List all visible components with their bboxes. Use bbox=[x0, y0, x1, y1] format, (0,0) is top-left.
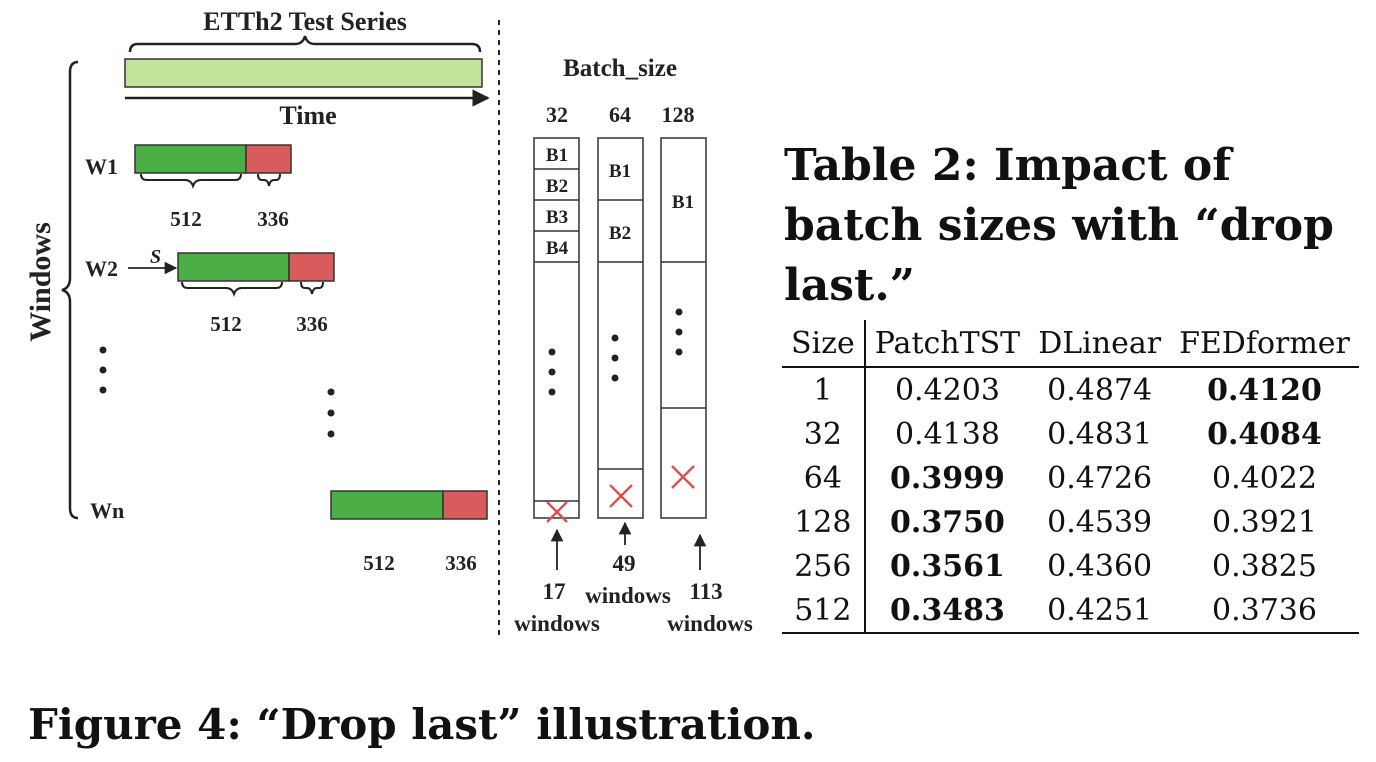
batch-size-label: Batch_size bbox=[563, 55, 677, 82]
dropped-mark bbox=[546, 501, 568, 523]
table-row: 256 0.3561 0.4360 0.3825 bbox=[782, 544, 1359, 588]
leftover-unit-64: windows bbox=[585, 583, 671, 608]
dlinear-cell: 0.4831 bbox=[1047, 416, 1153, 452]
block-b1: B1 bbox=[546, 145, 568, 166]
dropped-mark bbox=[609, 484, 633, 508]
table-caption: Table 2: Impact of batch sizes with “dro… bbox=[784, 140, 1334, 311]
column-header: FEDformer bbox=[1170, 320, 1359, 368]
leftover-unit-32: windows bbox=[514, 611, 600, 636]
w1-lookback-segment bbox=[134, 144, 247, 174]
batch-size-128: 128 bbox=[662, 102, 695, 127]
series-title: ETTh2 Test Series bbox=[203, 7, 407, 36]
block-b2: B2 bbox=[546, 176, 568, 197]
size-cell: 64 bbox=[782, 456, 866, 500]
table-row: 1 0.4203 0.4874 0.4120 bbox=[782, 367, 1359, 412]
table-row: 128 0.3750 0.4539 0.3921 bbox=[782, 500, 1359, 544]
column-header: Size bbox=[782, 320, 866, 368]
dlinear-cell: 0.4539 bbox=[1047, 504, 1153, 540]
size-cell: 256 bbox=[782, 544, 866, 588]
windows-brace bbox=[61, 60, 79, 520]
leftover-unit-128: windows bbox=[667, 611, 753, 636]
column-header: DLinear bbox=[1029, 320, 1171, 368]
dlinear-cell: 0.4251 bbox=[1029, 588, 1171, 634]
window-label-w2: W2 bbox=[85, 256, 118, 281]
w1-horizon-segment bbox=[245, 144, 292, 174]
w1-horizon-length: 336 bbox=[257, 207, 289, 231]
batch-size-32: 32 bbox=[546, 102, 568, 127]
size-cell: 32 bbox=[782, 412, 866, 456]
dlinear-cell: 0.4726 bbox=[1047, 460, 1153, 496]
block-b4: B4 bbox=[546, 238, 569, 259]
column-header: PatchTST bbox=[864, 320, 1030, 368]
batch-size-results-table: Size PatchTST DLinear FEDformer 1 0.4203… bbox=[782, 320, 1359, 634]
w2-horizon-segment bbox=[288, 252, 335, 282]
block-b2: B2 bbox=[609, 223, 631, 244]
w1-horizon-brace bbox=[257, 173, 281, 187]
table-row: 32 0.4138 0.4831 0.4084 bbox=[782, 412, 1359, 456]
series-brace bbox=[128, 35, 482, 53]
drop-last-figure: ETTh2 Test Series Time Windows W1 512 33… bbox=[24, 7, 753, 636]
fedformer-cell: 0.4022 bbox=[1212, 460, 1317, 496]
w2-horizon-length: 336 bbox=[296, 312, 328, 336]
w2-lookback-length: 512 bbox=[210, 312, 242, 336]
fedformer-cell: 0.3736 bbox=[1170, 588, 1359, 634]
fedformer-cell: 0.4120 bbox=[1207, 372, 1322, 408]
batch-column-32: B1 B2 B3 B4 bbox=[533, 137, 580, 523]
patchtst-cell: 0.3750 bbox=[890, 504, 1005, 540]
w2-lookback-brace bbox=[181, 281, 283, 298]
window-label-w1: W1 bbox=[85, 154, 118, 179]
w1-lookback-length: 512 bbox=[170, 207, 202, 231]
series-bar bbox=[124, 58, 483, 88]
table-row: 512 0.3483 0.4251 0.3736 bbox=[782, 588, 1359, 634]
stride-label: S bbox=[150, 246, 161, 268]
patchtst-cell: 0.3483 bbox=[864, 588, 1030, 634]
patchtst-cell: 0.4138 bbox=[894, 416, 1000, 452]
figure-caption: Figure 4: “Drop last” illustration. bbox=[28, 700, 816, 749]
patchtst-cell: 0.3561 bbox=[890, 548, 1005, 584]
fedformer-cell: 0.4084 bbox=[1207, 416, 1322, 452]
block-b1: B1 bbox=[672, 192, 694, 213]
table-header-row: Size PatchTST DLinear FEDformer bbox=[782, 320, 1359, 368]
leftover-count-64: 49 bbox=[613, 551, 636, 576]
windows-label: Windows bbox=[24, 222, 57, 342]
size-cell: 128 bbox=[782, 500, 866, 544]
batch-column-128: B1 bbox=[660, 137, 707, 519]
window-label-wn: Wn bbox=[90, 498, 124, 523]
leftover-count-128: 113 bbox=[689, 579, 722, 604]
time-label: Time bbox=[279, 101, 336, 130]
wn-lookback-length: 512 bbox=[363, 551, 395, 575]
block-b1: B1 bbox=[609, 161, 631, 182]
fedformer-cell: 0.3825 bbox=[1212, 548, 1317, 584]
wn-lookback-segment bbox=[330, 490, 444, 520]
w2-lookback-segment bbox=[177, 252, 290, 282]
patchtst-cell: 0.4203 bbox=[894, 372, 1000, 408]
batch-size-64: 64 bbox=[609, 102, 631, 127]
windows-ellipsis-right bbox=[327, 388, 335, 438]
windows-ellipsis-left bbox=[99, 346, 107, 394]
w1-lookback-brace bbox=[140, 173, 242, 190]
wn-horizon-length: 336 bbox=[445, 551, 477, 575]
dlinear-cell: 0.4874 bbox=[1047, 372, 1153, 408]
dlinear-cell: 0.4360 bbox=[1047, 548, 1153, 584]
block-b3: B3 bbox=[546, 207, 568, 228]
wn-horizon-segment bbox=[442, 490, 488, 520]
fedformer-cell: 0.3921 bbox=[1212, 504, 1317, 540]
batch-column-64: B1 B2 bbox=[597, 137, 644, 519]
size-cell: 1 bbox=[782, 367, 866, 412]
size-cell: 512 bbox=[782, 588, 866, 634]
leftover-count-32: 17 bbox=[543, 579, 566, 604]
table-row: 64 0.3999 0.4726 0.4022 bbox=[782, 456, 1359, 500]
dropped-mark bbox=[671, 465, 695, 489]
w2-horizon-brace bbox=[300, 281, 324, 295]
patchtst-cell: 0.3999 bbox=[890, 460, 1005, 496]
